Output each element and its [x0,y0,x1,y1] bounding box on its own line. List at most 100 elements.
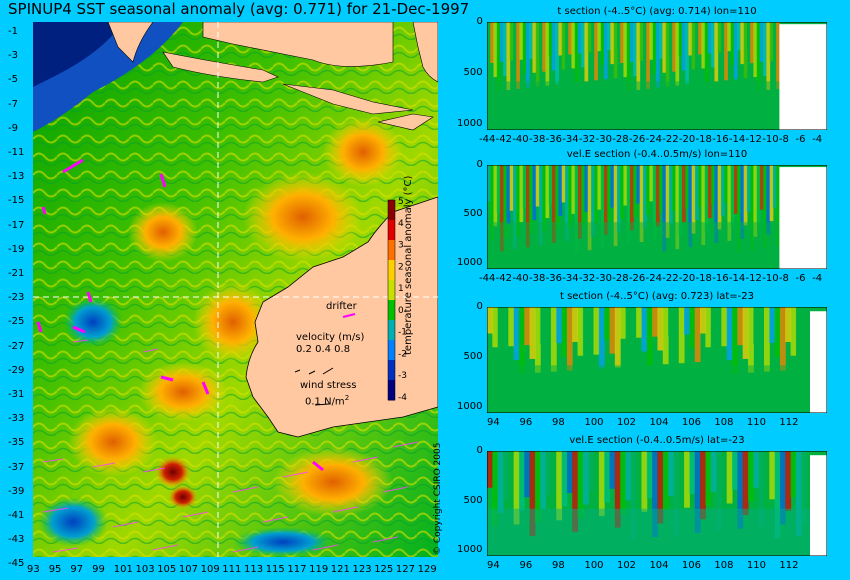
section-cell [707,165,712,219]
colorbar-swatch [388,360,395,381]
section-cell [681,165,686,223]
section-cell [716,307,722,375]
section-cell [737,22,741,51]
colorbar-swatch [388,240,395,261]
section-cell [673,451,680,535]
sst-anomaly-map: 5 4 3 2 1 0 -1 -2 -3 -4 [33,22,438,557]
section-cell [616,22,621,49]
section-cell [727,165,732,241]
section-cell [497,307,504,362]
section-cell [607,165,611,222]
section-cell [540,307,547,345]
section-cell [646,22,650,89]
section-cell [711,165,715,205]
section-plot [487,22,827,130]
lat-tick: -25 [8,316,25,328]
section-cell [555,22,559,85]
section-cell [545,22,550,86]
section-cell [561,451,568,507]
lat-tick: -37 [8,461,25,473]
section-land [779,167,827,269]
land-sumatra [107,22,154,63]
section-land [779,24,827,130]
section-cell [746,22,751,49]
section-cell [545,307,552,358]
section-cell [714,22,719,82]
section-cell [551,165,556,243]
section-cell [492,307,499,348]
lon-tick: 99 [92,564,105,575]
section-cell [801,451,808,523]
section-cell [753,22,758,78]
section-x-tick: 96 [519,417,533,428]
section-cell [487,22,491,49]
section-cell [509,165,514,211]
section-cell [574,165,579,253]
lon-tick: 115 [265,564,285,575]
section-plot [487,307,827,413]
section-cell [556,307,563,344]
section-cell [659,22,663,59]
section-cell [694,22,699,84]
section-cell [678,451,685,522]
section-cell [564,165,569,241]
section-x-tick: -28 [612,273,629,284]
lat-tick: -3 [8,50,18,62]
section-cell [540,451,547,509]
section-cell [724,22,728,81]
section-x-tick: -30 [595,273,612,284]
section-cell [763,22,767,76]
section-cell [769,22,774,61]
section-x-tick: -42 [495,273,512,284]
section-cell [577,307,584,356]
lat-tick: -39 [8,485,25,497]
section-cell [701,22,706,69]
section-cell [772,22,777,75]
section-cell [590,22,595,67]
section-cell [550,307,557,372]
section-cell [649,165,654,202]
section-cell [613,22,618,79]
section-cell [577,165,582,239]
section-cell [689,451,696,495]
section-cell [700,307,706,334]
section-cell [534,451,541,523]
section-cell [626,165,631,245]
section-cell [740,22,745,65]
section-cell [594,22,598,81]
section-cell [584,22,589,82]
section-cell [594,165,598,224]
section-cell [497,451,504,513]
lon-tick: 105 [157,564,177,575]
section-x-tick: -16 [712,273,729,284]
section-x-tick: -4 [812,134,823,145]
land-lesser-sunda [282,83,414,115]
section-cell [662,451,669,510]
section-cell [502,451,509,500]
section-cell [665,165,670,238]
section-cell [558,22,563,56]
section-cell [607,22,611,51]
section-cell [558,165,563,216]
section-cell [614,307,621,368]
section-cell [566,307,573,371]
section-cell [603,22,608,80]
section-cell [772,165,777,208]
section-cell [529,165,533,234]
section-cell [516,22,520,89]
section-cell [662,22,667,73]
section-cell [636,451,642,526]
lat-tick: -43 [8,534,25,546]
section-cell [742,451,749,516]
section-cell [691,165,696,234]
section-cell [652,451,658,538]
section-x-tick: -8 [778,134,789,145]
depth-tick: 500 [463,208,483,219]
section-cell [684,451,690,508]
section-x-tick: -36 [545,134,562,145]
lat-tick: -33 [8,413,25,425]
section-cell [688,165,693,248]
section-x-tick: 106 [681,560,702,571]
section-cell [704,22,709,83]
section-x-tick: -18 [695,134,712,145]
